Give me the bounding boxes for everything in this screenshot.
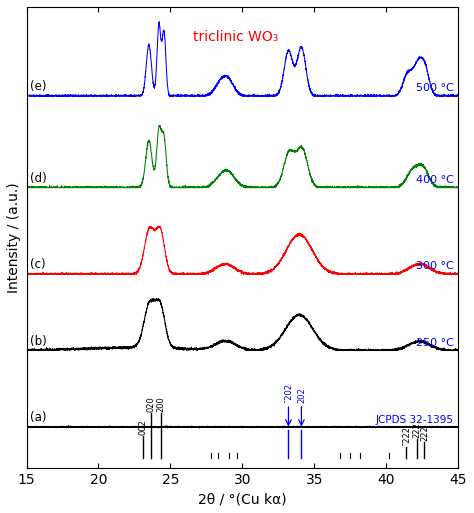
Text: 300 °C: 300 °C: [416, 261, 454, 271]
Text: 002: 002: [138, 419, 147, 435]
Text: 222: 222: [412, 422, 421, 438]
Text: 200: 200: [156, 396, 165, 411]
Text: 020: 020: [146, 396, 155, 411]
Text: ¯222: ¯222: [402, 426, 411, 446]
Text: (c): (c): [30, 258, 46, 271]
Text: 222: 222: [420, 425, 429, 441]
Text: (a): (a): [30, 411, 46, 424]
Text: 202: 202: [297, 387, 306, 403]
Text: (d): (d): [30, 172, 47, 185]
X-axis label: 2θ / °(Cu kα): 2θ / °(Cu kα): [198, 492, 287, 506]
Text: 250 °C: 250 °C: [416, 338, 454, 347]
Y-axis label: Intensity / (a.u.): Intensity / (a.u.): [7, 182, 21, 292]
Text: (e): (e): [30, 80, 46, 93]
Text: 400 °C: 400 °C: [416, 174, 454, 185]
Text: JCPDS 32-1395: JCPDS 32-1395: [376, 416, 454, 425]
Text: triclinic WO₃: triclinic WO₃: [192, 30, 278, 45]
Text: (b): (b): [30, 334, 47, 347]
Text: ¯202: ¯202: [284, 383, 293, 403]
Text: 500 °C: 500 °C: [416, 83, 454, 93]
